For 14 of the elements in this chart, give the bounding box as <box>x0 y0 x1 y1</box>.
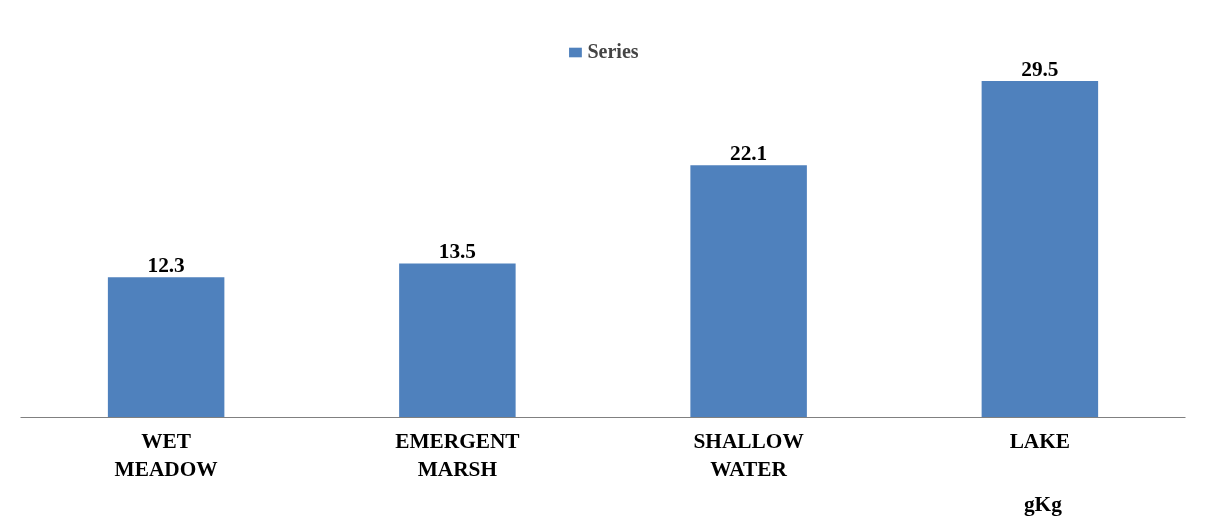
bar <box>981 80 1099 418</box>
bar <box>107 277 225 418</box>
data-label: 29.5 <box>1021 56 1059 81</box>
x-tick-label: LAKE <box>1009 428 1071 453</box>
x-tick-label: WET MEADOW <box>114 428 218 482</box>
bar <box>399 263 516 418</box>
x-tick-label: EMERGENT MARSH <box>395 428 520 482</box>
data-label: 22.1 <box>729 141 768 166</box>
legend-label: Series <box>587 40 639 63</box>
data-label: 13.5 <box>438 239 477 264</box>
text: gKg <box>1023 491 1063 516</box>
x-tick-label: SHALLOW WATER <box>693 428 804 482</box>
bar <box>690 165 807 418</box>
data-label: 12.3 <box>147 253 185 278</box>
